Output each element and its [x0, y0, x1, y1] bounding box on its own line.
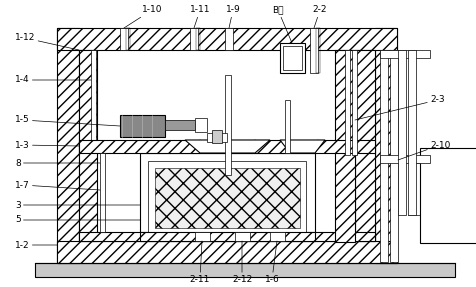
Bar	[285, 100, 290, 153]
Bar	[212, 130, 222, 143]
Bar	[79, 140, 375, 153]
Bar	[398, 50, 406, 215]
Text: 2-10: 2-10	[398, 141, 450, 160]
Text: 1-9: 1-9	[226, 5, 240, 28]
Bar	[335, 50, 355, 242]
Bar	[283, 46, 302, 70]
Bar	[140, 153, 315, 232]
Bar	[375, 28, 397, 263]
Bar	[155, 168, 300, 228]
Bar	[100, 153, 105, 232]
Text: 2-11: 2-11	[190, 241, 210, 284]
Bar	[79, 50, 97, 241]
Bar	[140, 232, 315, 241]
Bar	[316, 28, 320, 73]
Polygon shape	[280, 140, 325, 153]
Bar	[270, 232, 285, 241]
Bar	[195, 232, 210, 241]
Bar	[280, 43, 305, 73]
Bar	[235, 232, 250, 241]
Text: 2-3: 2-3	[355, 96, 445, 120]
Text: 1-5: 1-5	[15, 115, 120, 126]
Text: 1-6: 1-6	[265, 241, 279, 284]
Text: 2-12: 2-12	[232, 241, 252, 284]
Bar	[190, 28, 198, 50]
Bar	[148, 161, 306, 232]
Bar	[195, 118, 207, 132]
Bar	[79, 232, 375, 241]
Bar	[352, 50, 357, 155]
Bar	[225, 28, 233, 50]
Bar	[380, 50, 388, 262]
Polygon shape	[185, 140, 270, 153]
Bar	[380, 155, 430, 163]
Text: 1-10: 1-10	[124, 5, 162, 28]
Text: 3: 3	[15, 201, 140, 210]
Bar	[345, 50, 350, 155]
Bar	[126, 28, 130, 50]
Bar	[35, 263, 455, 277]
Text: 2-2: 2-2	[313, 5, 327, 28]
Bar	[57, 241, 397, 263]
Bar	[310, 28, 318, 73]
Text: 1-11: 1-11	[190, 5, 210, 28]
Bar	[57, 28, 79, 263]
Bar	[207, 133, 227, 142]
Text: 1-7: 1-7	[15, 181, 100, 190]
Text: B部: B部	[272, 5, 292, 43]
Bar	[165, 120, 195, 130]
Bar	[380, 50, 430, 58]
Text: 1-3: 1-3	[15, 141, 79, 150]
Text: 8: 8	[15, 158, 100, 168]
Text: 1-4: 1-4	[15, 75, 91, 84]
Bar	[420, 148, 476, 243]
Bar	[390, 50, 398, 262]
Bar	[355, 50, 375, 241]
Text: 1-12: 1-12	[15, 34, 79, 50]
Text: 5: 5	[15, 216, 140, 224]
Text: 1-2: 1-2	[15, 241, 57, 249]
Bar	[408, 50, 416, 215]
Bar	[120, 115, 165, 137]
Bar	[120, 28, 128, 50]
Bar	[91, 50, 96, 140]
Bar	[57, 28, 397, 50]
Bar	[196, 28, 200, 50]
Bar	[225, 75, 231, 175]
